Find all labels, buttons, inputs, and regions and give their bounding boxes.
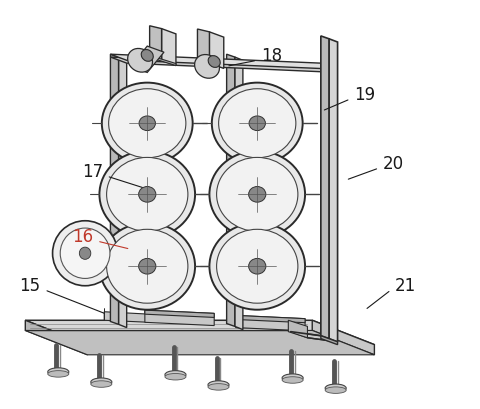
Polygon shape — [144, 310, 214, 326]
Ellipse shape — [108, 89, 185, 158]
Text: 16: 16 — [72, 228, 93, 246]
Ellipse shape — [107, 157, 188, 231]
Ellipse shape — [165, 371, 186, 379]
Polygon shape — [328, 39, 337, 342]
Polygon shape — [25, 320, 373, 345]
Ellipse shape — [209, 223, 304, 310]
Ellipse shape — [141, 49, 153, 61]
Text: 19: 19 — [354, 86, 374, 104]
Polygon shape — [229, 254, 249, 279]
Text: 20: 20 — [382, 155, 403, 173]
Polygon shape — [320, 336, 337, 345]
Ellipse shape — [165, 373, 186, 380]
Polygon shape — [149, 55, 176, 65]
Polygon shape — [320, 36, 328, 339]
Polygon shape — [104, 312, 149, 322]
Ellipse shape — [138, 258, 156, 274]
Polygon shape — [226, 54, 234, 326]
Ellipse shape — [281, 377, 302, 383]
Ellipse shape — [127, 48, 152, 72]
Ellipse shape — [207, 381, 228, 389]
Text: 18: 18 — [261, 47, 282, 65]
Text: 15: 15 — [20, 277, 41, 295]
Polygon shape — [312, 320, 373, 355]
Text: 21: 21 — [394, 277, 415, 295]
Polygon shape — [25, 320, 87, 355]
Polygon shape — [149, 26, 161, 60]
Polygon shape — [110, 54, 337, 69]
Ellipse shape — [99, 151, 195, 238]
Ellipse shape — [194, 54, 219, 78]
Ellipse shape — [249, 116, 265, 130]
Ellipse shape — [139, 116, 155, 130]
Ellipse shape — [52, 221, 117, 286]
Ellipse shape — [91, 378, 112, 386]
Ellipse shape — [216, 229, 297, 303]
Ellipse shape — [107, 229, 188, 303]
Ellipse shape — [102, 83, 192, 164]
Polygon shape — [118, 254, 137, 279]
Ellipse shape — [209, 151, 304, 238]
Text: 17: 17 — [82, 163, 103, 181]
Ellipse shape — [281, 374, 302, 382]
Ellipse shape — [79, 247, 91, 259]
Polygon shape — [229, 111, 249, 135]
Ellipse shape — [248, 258, 265, 274]
Ellipse shape — [48, 371, 69, 377]
Polygon shape — [118, 57, 126, 328]
Polygon shape — [25, 330, 373, 355]
Polygon shape — [118, 111, 137, 135]
Ellipse shape — [248, 187, 265, 202]
Polygon shape — [110, 57, 337, 72]
Polygon shape — [130, 46, 164, 72]
Polygon shape — [229, 182, 249, 207]
Polygon shape — [234, 57, 242, 330]
Ellipse shape — [324, 387, 346, 393]
Polygon shape — [235, 315, 304, 323]
Polygon shape — [197, 29, 209, 63]
Ellipse shape — [211, 83, 302, 164]
Ellipse shape — [48, 368, 69, 376]
Ellipse shape — [207, 384, 228, 390]
Polygon shape — [235, 315, 304, 331]
Ellipse shape — [216, 157, 297, 231]
Ellipse shape — [91, 381, 112, 387]
Polygon shape — [161, 29, 176, 65]
Polygon shape — [290, 332, 337, 342]
Polygon shape — [288, 320, 307, 338]
Ellipse shape — [208, 56, 220, 67]
Ellipse shape — [99, 223, 195, 310]
Polygon shape — [118, 182, 137, 207]
Ellipse shape — [218, 89, 295, 158]
Ellipse shape — [138, 187, 156, 202]
Polygon shape — [110, 54, 118, 324]
Polygon shape — [144, 310, 214, 317]
Ellipse shape — [60, 228, 110, 279]
Polygon shape — [209, 32, 223, 68]
Ellipse shape — [324, 384, 346, 392]
